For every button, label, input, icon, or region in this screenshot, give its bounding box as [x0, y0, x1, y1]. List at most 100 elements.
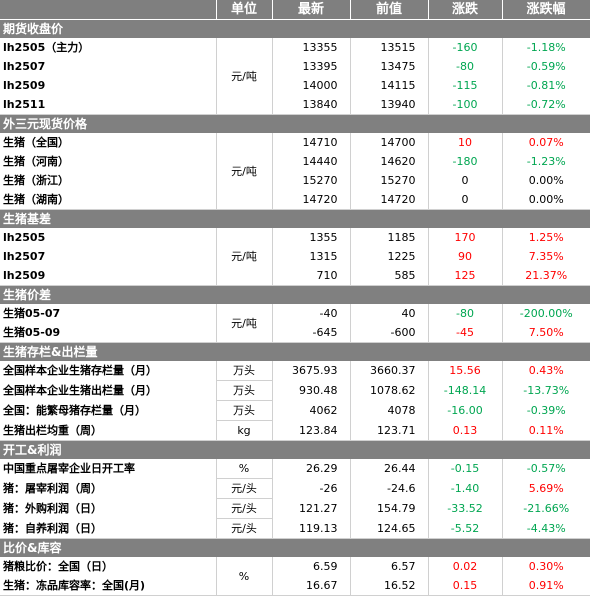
row-change-pct: -21.66% — [523, 502, 570, 515]
row-prev: 4078 — [350, 400, 429, 421]
table-row: 生猪（全国） 元/吨 14710 14700 10 0.07% — [0, 133, 590, 210]
row-change: -100 — [428, 95, 503, 115]
row-name: 全国：能繁母猪存栏量（月） — [0, 400, 217, 421]
row-latest: 13840 — [272, 95, 351, 115]
row-unit: 万头 — [216, 361, 273, 381]
table-row: lh2507 1315 1225 90 7.35% — [0, 247, 590, 266]
row-change: -115 — [428, 76, 503, 95]
row-prev: 13515 — [350, 38, 429, 57]
row-name: 生猪（湖南） — [0, 190, 217, 210]
row-name: lh2507 — [0, 57, 217, 76]
row-name: lh2511 — [0, 95, 217, 115]
header-change-pct: 涨跌幅 — [502, 0, 590, 20]
row-name: 生猪：冻品库容率：全国(月) — [0, 576, 217, 596]
row-prev: 585 — [350, 266, 429, 286]
row-prev: 26.44 — [350, 459, 429, 479]
table-row: 猪：外购利润（日） 元/头 121.27 154.79 -33.52 -21.66% — [0, 498, 590, 519]
section-title: 比价&库容 — [0, 538, 590, 557]
row-change-pct: -0.57% — [526, 462, 566, 476]
row-change-pct: 0.11% — [502, 420, 590, 441]
table-row: 生猪05-07 元/吨 -40 40 -80 -200.00% — [0, 304, 590, 343]
row-name: 猪粮比价：全国（日） — [0, 557, 217, 576]
row-prev: 1225 — [350, 247, 429, 266]
row-latest: 6.59 — [272, 557, 351, 576]
row-prev: 14115 — [350, 76, 429, 95]
row-prev: 40 — [350, 304, 429, 323]
row-name: 猪：屠宰利润（周） — [0, 478, 217, 499]
row-change-pct: 7.35% — [528, 250, 564, 263]
header-unit: 单位 — [216, 0, 273, 20]
row-name: 生猪（浙江） — [0, 171, 217, 190]
table-row: lh2507 13395 13475 -80 -0.59% — [0, 57, 590, 76]
table-row: 生猪（河南） 14440 14620 -180 -1.23% — [0, 152, 590, 171]
row-name: lh2509 — [0, 76, 217, 95]
row-change: 10 — [428, 133, 503, 152]
row-change: 125 — [428, 266, 503, 286]
row-unit: 万头 — [216, 380, 273, 401]
row-latest: 119.13 — [272, 518, 351, 539]
row-change-pct: -200.00% — [519, 307, 573, 320]
row-latest: 16.67 — [272, 576, 351, 596]
row-name: 猪：自养利润（日） — [0, 518, 217, 539]
table-row: 生猪：冻品库容率：全国(月) 16.67 16.52 0.15 0.91% — [0, 576, 590, 596]
header-prev: 前值 — [350, 0, 429, 20]
row-change: -33.52 — [428, 498, 503, 519]
table-row: 生猪（湖南） 14720 14720 0 0.00% — [0, 190, 590, 210]
row-latest: 13395 — [272, 57, 351, 76]
row-latest: -40 — [272, 304, 351, 323]
table-row: lh2509 14000 14115 -115 -0.81% — [0, 76, 590, 95]
row-change-pct: 21.37% — [502, 266, 590, 286]
row-change-pct: -4.43% — [502, 518, 590, 539]
header-name — [0, 0, 217, 20]
row-name: 中国重点屠宰企业日开工率 — [0, 459, 217, 479]
row-change: -148.14 — [428, 380, 503, 401]
table-row: 全国样本企业生猪存栏量（月） 万头 3675.93 3660.37 15.56 0.43% — [0, 361, 590, 381]
row-name: lh2507 — [0, 247, 217, 266]
row-change-pct: -0.59% — [526, 60, 566, 73]
row-latest: 4062 — [272, 400, 351, 421]
row-change: 0 — [428, 171, 503, 190]
row-latest: 710 — [272, 266, 351, 286]
row-prev: 14620 — [350, 152, 429, 171]
row-prev: 154.79 — [350, 498, 429, 519]
row-latest: 1315 — [272, 247, 351, 266]
row-latest: 26.29 — [272, 459, 351, 479]
row-change-pct: 1.25% — [528, 231, 564, 244]
row-prev: 13475 — [350, 57, 429, 76]
row-latest: -26 — [272, 478, 351, 499]
row-change: -80 — [428, 304, 503, 323]
row-unit: 元/吨 — [216, 228, 273, 286]
row-change-pct: 5.69% — [528, 482, 564, 495]
row-change: -16.00 — [428, 400, 503, 421]
row-prev: -24.6 — [350, 478, 429, 499]
header-latest: 最新 — [272, 0, 351, 20]
section-header: 生猪存栏&出栏量 — [0, 342, 590, 361]
table-row: lh2505（主力） 元/吨 13355 13515 -160 -1.18% — [0, 38, 590, 115]
table-row: lh2509 710 585 125 21.37% — [0, 266, 590, 286]
row-unit: 元/头 — [216, 478, 273, 499]
table-row: 生猪05-09 -645 -600 -45 7.50% — [0, 323, 590, 343]
section-title: 生猪价差 — [0, 285, 590, 304]
row-unit: 元/吨 — [216, 304, 273, 343]
row-name: 猪：外购利润（日） — [0, 498, 217, 519]
row-prev: 124.65 — [350, 518, 429, 539]
row-change-pct: -1.18% — [526, 41, 566, 54]
row-latest: 15270 — [272, 171, 351, 190]
row-change: -80 — [428, 57, 503, 76]
row-latest: 14440 — [272, 152, 351, 171]
row-name: 全国样本企业生猪存栏量（月） — [0, 361, 217, 381]
row-latest: -645 — [272, 323, 351, 343]
row-name: 生猪05-09 — [0, 323, 217, 343]
row-change-pct: -0.81% — [526, 79, 566, 92]
row-prev: -600 — [350, 323, 429, 343]
row-unit: % — [216, 459, 273, 479]
section-header: 生猪价差 — [0, 285, 590, 304]
row-change-pct: -0.72% — [502, 95, 590, 115]
row-prev: 14720 — [350, 190, 429, 210]
section-title: 生猪基差 — [0, 209, 590, 228]
row-name: 全国样本企业生猪出栏量（月） — [0, 380, 217, 401]
row-latest: 121.27 — [272, 498, 351, 519]
row-prev: 13940 — [350, 95, 429, 115]
row-prev: 6.57 — [350, 557, 429, 576]
